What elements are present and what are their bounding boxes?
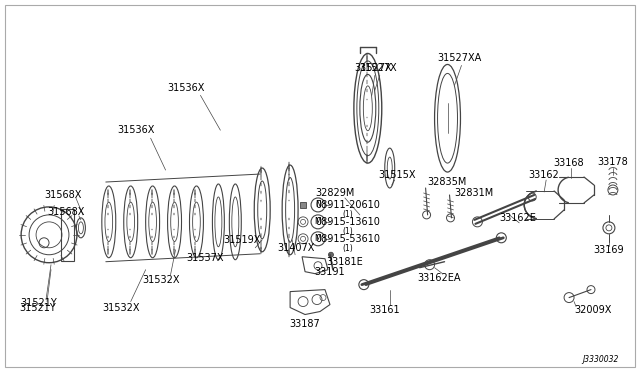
Text: 33169: 33169 [594,245,624,255]
Text: N: N [315,201,321,209]
Text: 31568X: 31568X [47,207,84,217]
Circle shape [328,252,333,257]
Text: 32009X: 32009X [574,305,611,315]
Text: 33162EA: 33162EA [418,273,461,283]
Text: 33178: 33178 [598,157,628,167]
Text: 31532X: 31532X [142,275,179,285]
Text: 32829M: 32829M [316,188,355,198]
Text: (1): (1) [342,211,353,219]
Text: 08911-20610: 08911-20610 [316,200,380,210]
Text: 32831M: 32831M [454,188,493,198]
Polygon shape [300,202,306,208]
Text: M: M [315,234,321,243]
Text: 31519X: 31519X [223,235,261,245]
Text: M: M [315,217,321,227]
Text: 33181E: 33181E [326,257,364,267]
Text: 08915-53610: 08915-53610 [316,234,380,244]
Text: 31537X: 31537X [187,253,224,263]
Text: 31521Y: 31521Y [20,298,58,308]
Text: 31536X: 31536X [117,125,154,135]
Text: 31515X: 31515X [378,170,415,180]
Text: 31527X: 31527X [354,64,392,73]
Text: (1): (1) [342,227,353,236]
Text: 31536X: 31536X [167,83,204,93]
Text: 31527XA: 31527XA [437,54,482,64]
Text: 31568X: 31568X [44,190,82,200]
Text: 31527X: 31527X [359,64,397,73]
Text: 08915-13610: 08915-13610 [316,217,380,227]
Text: (1): (1) [342,244,353,253]
Text: J3330032: J3330032 [582,355,619,364]
Text: 31521Y: 31521Y [20,302,56,312]
Text: 33162: 33162 [529,170,559,180]
Text: 33168: 33168 [554,158,584,168]
Text: 33162E: 33162E [499,213,536,223]
Text: 31407X: 31407X [277,243,315,253]
Text: 33187: 33187 [290,320,321,330]
Text: 33191: 33191 [315,267,345,277]
Text: 31532X: 31532X [102,302,140,312]
Text: 32835M: 32835M [428,177,467,187]
Text: 33161: 33161 [369,305,400,315]
